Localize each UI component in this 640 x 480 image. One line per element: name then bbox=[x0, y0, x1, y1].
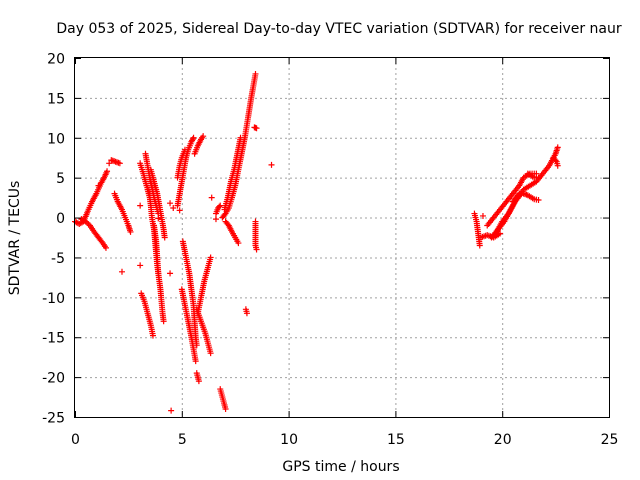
data-point bbox=[252, 70, 259, 77]
x-tick-label: 10 bbox=[280, 432, 298, 448]
x-tick-label: 25 bbox=[601, 432, 619, 448]
y-tick-label: -5 bbox=[51, 251, 65, 267]
y-tick-label: 20 bbox=[47, 52, 65, 68]
data-point bbox=[116, 160, 123, 167]
data-point bbox=[217, 202, 224, 209]
data-point bbox=[535, 197, 542, 204]
data-point bbox=[221, 211, 228, 218]
data-point bbox=[167, 200, 174, 207]
x-tick-label: 20 bbox=[494, 432, 512, 448]
data-point bbox=[155, 215, 162, 222]
x-tick-label: 5 bbox=[178, 432, 187, 448]
y-tick-label: 0 bbox=[56, 211, 65, 227]
data-point bbox=[95, 182, 102, 189]
y-tick-label: 5 bbox=[56, 171, 65, 187]
data-point bbox=[104, 168, 111, 175]
data-point bbox=[193, 342, 200, 349]
y-tick-label: 10 bbox=[47, 131, 65, 147]
data-point bbox=[161, 234, 168, 241]
data-point bbox=[149, 332, 156, 339]
data-point bbox=[195, 378, 202, 385]
grid-lines bbox=[75, 58, 609, 417]
data-point bbox=[182, 146, 189, 153]
data-point bbox=[168, 407, 175, 414]
data-point bbox=[268, 161, 275, 168]
y-tick-label: -20 bbox=[42, 371, 65, 387]
data-point bbox=[207, 350, 214, 357]
data-point bbox=[243, 310, 250, 317]
data-point bbox=[170, 204, 177, 211]
x-tick-label: 0 bbox=[71, 432, 80, 448]
data-point bbox=[235, 240, 242, 247]
data-point bbox=[106, 160, 113, 167]
data-points bbox=[72, 70, 561, 414]
data-point bbox=[127, 228, 134, 235]
data-point bbox=[535, 174, 542, 181]
data-point bbox=[253, 246, 260, 253]
data-point bbox=[476, 242, 483, 249]
data-point bbox=[552, 157, 559, 164]
data-point bbox=[479, 212, 486, 219]
y-tick-label: -25 bbox=[42, 411, 65, 427]
data-point bbox=[137, 202, 144, 209]
data-point bbox=[167, 270, 174, 277]
x-axis-label: GPS time / hours bbox=[282, 459, 399, 475]
y-tick-label: -15 bbox=[42, 331, 65, 347]
x-tick-label: 15 bbox=[387, 432, 405, 448]
data-point bbox=[207, 254, 214, 261]
data-point bbox=[190, 134, 197, 141]
data-point bbox=[253, 125, 260, 132]
y-tick-labels: -25 -20 -15 -10 -5 0 5 10 15 20 bbox=[42, 52, 65, 427]
data-point bbox=[176, 207, 183, 214]
plot-frame bbox=[74, 57, 610, 418]
data-point bbox=[102, 244, 109, 251]
data-point bbox=[237, 134, 244, 141]
data-point bbox=[208, 194, 215, 201]
data-point bbox=[160, 318, 167, 325]
data-point bbox=[118, 268, 125, 275]
y-tick-label: -10 bbox=[42, 291, 65, 307]
data-point bbox=[200, 133, 207, 140]
data-point bbox=[212, 216, 219, 223]
x-tick-labels: 0 5 10 15 20 25 bbox=[71, 432, 618, 448]
data-point bbox=[137, 262, 144, 269]
data-point bbox=[554, 144, 561, 151]
data-point bbox=[222, 406, 229, 413]
data-point bbox=[554, 162, 561, 169]
data-point bbox=[189, 136, 196, 143]
y-tick-label: 15 bbox=[47, 91, 65, 107]
data-point bbox=[216, 203, 223, 210]
data-point bbox=[192, 358, 199, 365]
chart-title: Day 053 of 2025, Sidereal Day-to-day VTE… bbox=[56, 21, 622, 37]
y-axis-label: SDTVAR / TECUs bbox=[7, 181, 23, 296]
